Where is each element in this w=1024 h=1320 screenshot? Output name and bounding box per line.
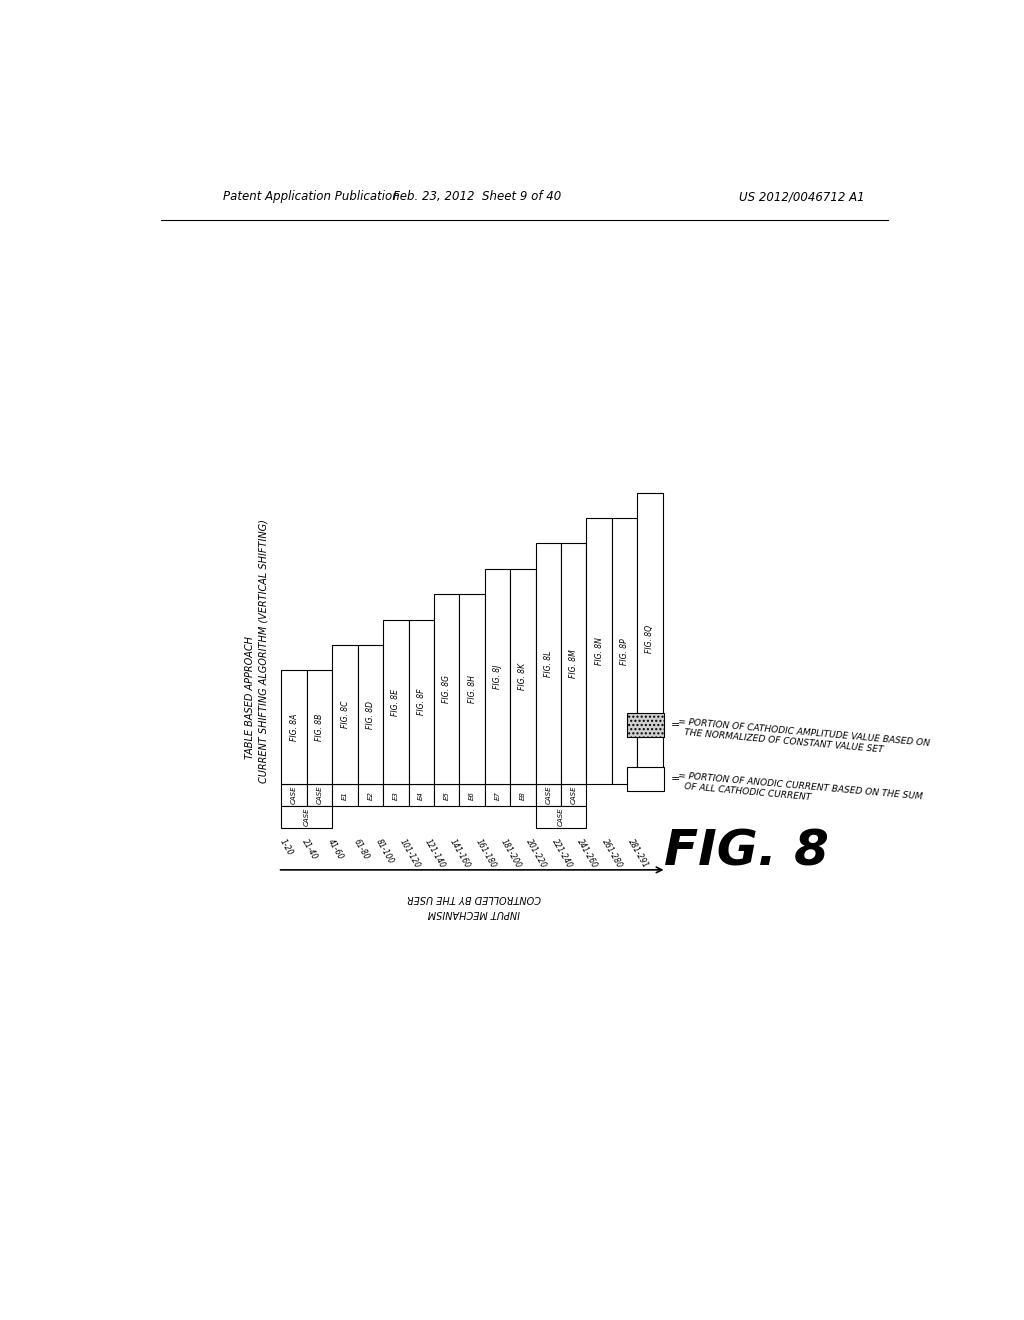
Bar <box>510 784 536 807</box>
Bar <box>357 645 383 784</box>
Text: FIG. 8B: FIG. 8B <box>315 714 324 741</box>
Bar <box>282 784 307 807</box>
Text: CONTROLLED BY THE USER: CONTROLLED BY THE USER <box>407 892 541 903</box>
Bar <box>536 807 587 828</box>
Bar <box>307 671 333 784</box>
Text: E4: E4 <box>418 791 424 800</box>
Text: =: = <box>671 721 680 730</box>
Text: THE NORMALIZED OF CONSTANT VALUE SET: THE NORMALIZED OF CONSTANT VALUE SET <box>683 729 884 755</box>
Bar <box>628 713 665 738</box>
Text: E5: E5 <box>443 791 450 800</box>
Bar <box>460 784 484 807</box>
Text: CASE: CASE <box>558 808 564 826</box>
Text: FIG. 8N: FIG. 8N <box>595 638 603 665</box>
Text: 181-200: 181-200 <box>499 838 523 870</box>
Text: 281-291: 281-291 <box>626 838 650 870</box>
Text: FIG. 8M: FIG. 8M <box>569 649 579 678</box>
Text: E8: E8 <box>520 791 526 800</box>
Text: NO SHADE: NO SHADE <box>525 774 578 784</box>
Text: CASE: CASE <box>316 785 323 804</box>
Text: OF ALL CATHODIC CURRENT: OF ALL CATHODIC CURRENT <box>683 781 811 803</box>
Text: 141-160: 141-160 <box>449 838 472 870</box>
Text: FIG. 8Q: FIG. 8Q <box>645 624 654 652</box>
Bar <box>434 784 460 807</box>
Bar <box>637 492 663 784</box>
Bar <box>536 544 561 784</box>
Text: INPUT MECHANISM: INPUT MECHANISM <box>428 908 520 919</box>
Bar <box>333 784 357 807</box>
Bar <box>333 645 357 784</box>
Text: FIG. 8E: FIG. 8E <box>391 689 400 715</box>
Bar <box>484 569 510 784</box>
Text: 261-280: 261-280 <box>601 838 625 870</box>
Text: 81-100: 81-100 <box>375 838 396 866</box>
Bar <box>383 619 409 784</box>
Text: 41-60: 41-60 <box>326 838 345 862</box>
Text: = PORTION OF ANODIC CURRENT BASED ON THE SUM: = PORTION OF ANODIC CURRENT BASED ON THE… <box>678 771 923 801</box>
Text: E3: E3 <box>393 791 398 800</box>
Text: E1: E1 <box>342 791 348 800</box>
Text: CASE: CASE <box>291 785 297 804</box>
Bar <box>307 784 333 807</box>
Bar <box>357 784 383 807</box>
Bar <box>561 544 587 784</box>
Text: 101-120: 101-120 <box>397 838 421 870</box>
Bar <box>282 807 333 828</box>
Text: Patent Application Publication: Patent Application Publication <box>223 190 399 203</box>
Text: E7: E7 <box>495 791 501 800</box>
Bar <box>587 517 611 784</box>
Text: Feb. 23, 2012  Sheet 9 of 40: Feb. 23, 2012 Sheet 9 of 40 <box>393 190 561 203</box>
Text: E6: E6 <box>469 791 475 800</box>
Bar <box>434 594 460 784</box>
Text: CASE: CASE <box>304 808 310 826</box>
Text: = PORTION OF CATHODIC AMPLITUDE VALUE BASED ON: = PORTION OF CATHODIC AMPLITUDE VALUE BA… <box>678 717 931 747</box>
Bar <box>561 784 587 807</box>
Text: E2: E2 <box>368 791 374 800</box>
Text: 241-260: 241-260 <box>575 838 599 870</box>
Bar <box>460 594 484 784</box>
Text: FIG. 8A: FIG. 8A <box>290 714 299 741</box>
Text: 21-40: 21-40 <box>301 838 319 862</box>
Bar <box>628 767 665 792</box>
Text: TABLE BASED APPROACH: TABLE BASED APPROACH <box>245 636 255 759</box>
Text: FIG. 8L: FIG. 8L <box>544 651 553 677</box>
Text: SHADE: SHADE <box>551 721 585 730</box>
Text: 121-140: 121-140 <box>423 838 446 870</box>
Bar <box>536 784 561 807</box>
Text: CURRENT SHIFTING ALGORITHM (VERTICAL SHIFTING): CURRENT SHIFTING ALGORITHM (VERTICAL SHI… <box>258 519 268 783</box>
Bar <box>383 784 409 807</box>
Text: =: = <box>671 774 680 784</box>
Text: US 2012/0046712 A1: US 2012/0046712 A1 <box>739 190 864 203</box>
Text: CASE: CASE <box>546 785 551 804</box>
Bar <box>510 569 536 784</box>
Bar <box>409 619 434 784</box>
Text: FIG. 8F: FIG. 8F <box>417 689 426 715</box>
Text: 161-180: 161-180 <box>474 838 498 870</box>
Bar <box>611 517 637 784</box>
Text: FIG. 8C: FIG. 8C <box>341 701 349 729</box>
Text: FIG. 8H: FIG. 8H <box>468 676 476 704</box>
Text: 61-80: 61-80 <box>351 838 371 862</box>
Text: 201-220: 201-220 <box>524 838 548 870</box>
Text: FIG. 8G: FIG. 8G <box>442 676 452 704</box>
Text: FIG. 8: FIG. 8 <box>665 828 829 875</box>
Text: FIG. 8J: FIG. 8J <box>493 664 502 689</box>
Bar <box>484 784 510 807</box>
Bar <box>282 671 307 784</box>
Bar <box>409 784 434 807</box>
Text: 1-20: 1-20 <box>278 838 294 857</box>
Text: FIG. 8K: FIG. 8K <box>518 663 527 690</box>
Text: CASE: CASE <box>570 785 577 804</box>
Text: FIG. 8P: FIG. 8P <box>620 638 629 664</box>
Text: 221-240: 221-240 <box>550 838 573 870</box>
Text: FIG. 8D: FIG. 8D <box>366 701 375 729</box>
